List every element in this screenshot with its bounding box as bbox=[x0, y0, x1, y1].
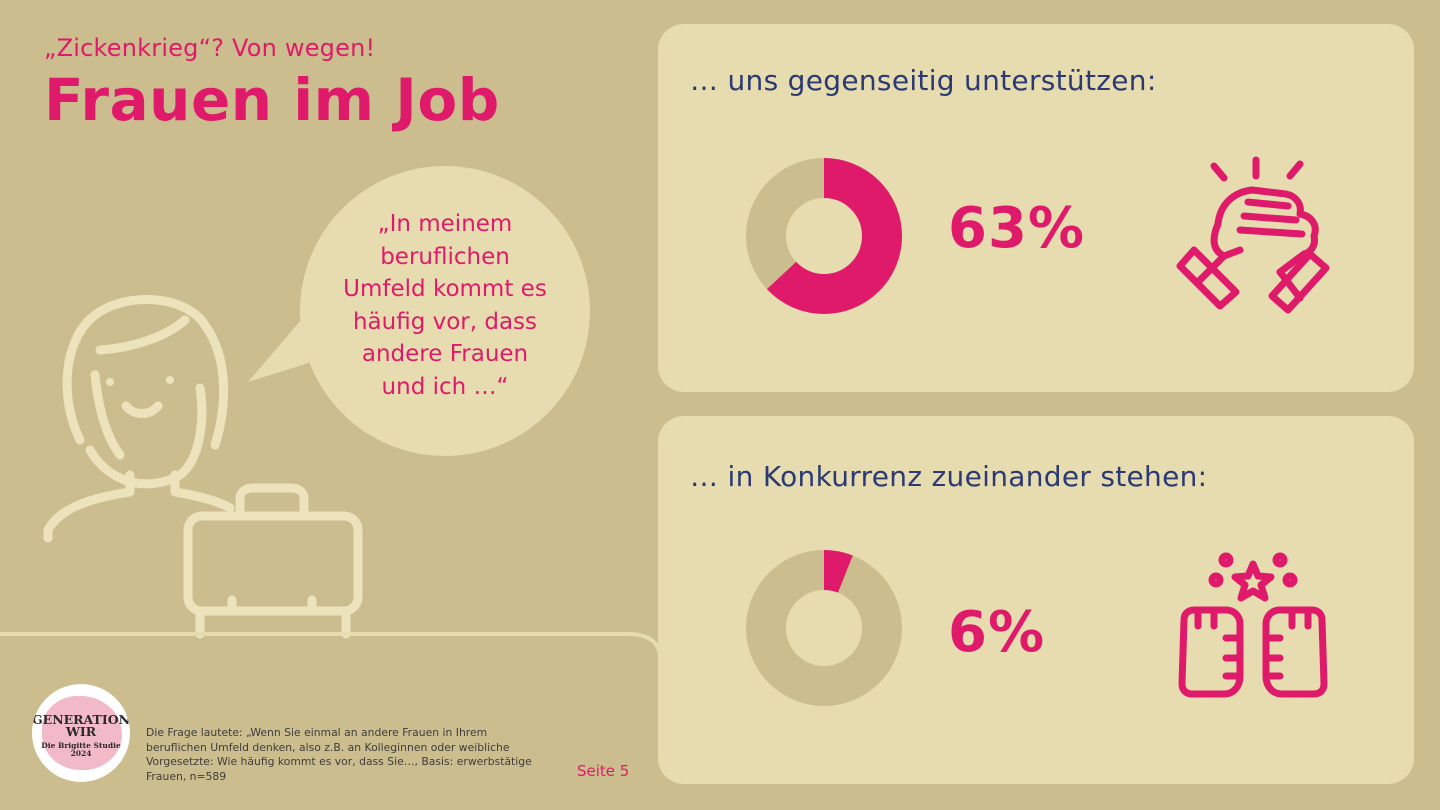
handshake-icon bbox=[1176, 156, 1330, 314]
data-label: 63% bbox=[948, 196, 1086, 261]
footnote: Die Frage lautete: „Wenn Sie einmal an a… bbox=[146, 726, 532, 783]
logo-subline: Die Brigitte Studie 2024 bbox=[41, 741, 121, 758]
subtitle: „Zickenkrieg“? Von wegen! bbox=[44, 34, 376, 62]
quote-line: und ich …“ bbox=[381, 373, 509, 400]
page-number: Seite 5 bbox=[577, 762, 630, 780]
quote-line: andere Frauen bbox=[361, 341, 529, 367]
donut-value-slice bbox=[746, 158, 902, 314]
logo-wordmark: GENERATION WIR bbox=[32, 712, 130, 739]
quote-line: häufig vor, dass bbox=[352, 308, 538, 335]
donut-chart bbox=[746, 158, 902, 314]
data-label: 6% bbox=[948, 600, 1046, 665]
donut-value-slice bbox=[746, 550, 902, 706]
quote-line: beruflichen bbox=[380, 243, 510, 270]
quote-line: Umfeld kommt es bbox=[343, 276, 547, 302]
chart-panel-competition: … in Konkurrenz zueinander stehen: 6% bbox=[658, 416, 1414, 784]
chart-title: … uns gegenseitig unterstützen: bbox=[690, 64, 1157, 97]
quote-line: „In meinem bbox=[377, 211, 513, 237]
generation-wir-logo: GENERATION WIR Die Brigitte Studie 2024 bbox=[32, 684, 130, 782]
page-title: Frauen im Job bbox=[44, 66, 500, 134]
chart-panel-support: … uns gegenseitig unterstützen: 63% bbox=[658, 24, 1414, 392]
donut-chart bbox=[746, 550, 902, 706]
logo-brush-stroke bbox=[42, 696, 122, 770]
woman-with-briefcase-illustration bbox=[43, 295, 363, 639]
chart-title: … in Konkurrenz zueinander stehen: bbox=[690, 460, 1208, 493]
quote-text: „In meinem beruflichen Umfeld kommt es h… bbox=[312, 208, 578, 403]
fists-bump-icon bbox=[1178, 552, 1328, 698]
speech-bubble bbox=[300, 166, 590, 456]
donut-remainder-slice bbox=[746, 550, 902, 706]
